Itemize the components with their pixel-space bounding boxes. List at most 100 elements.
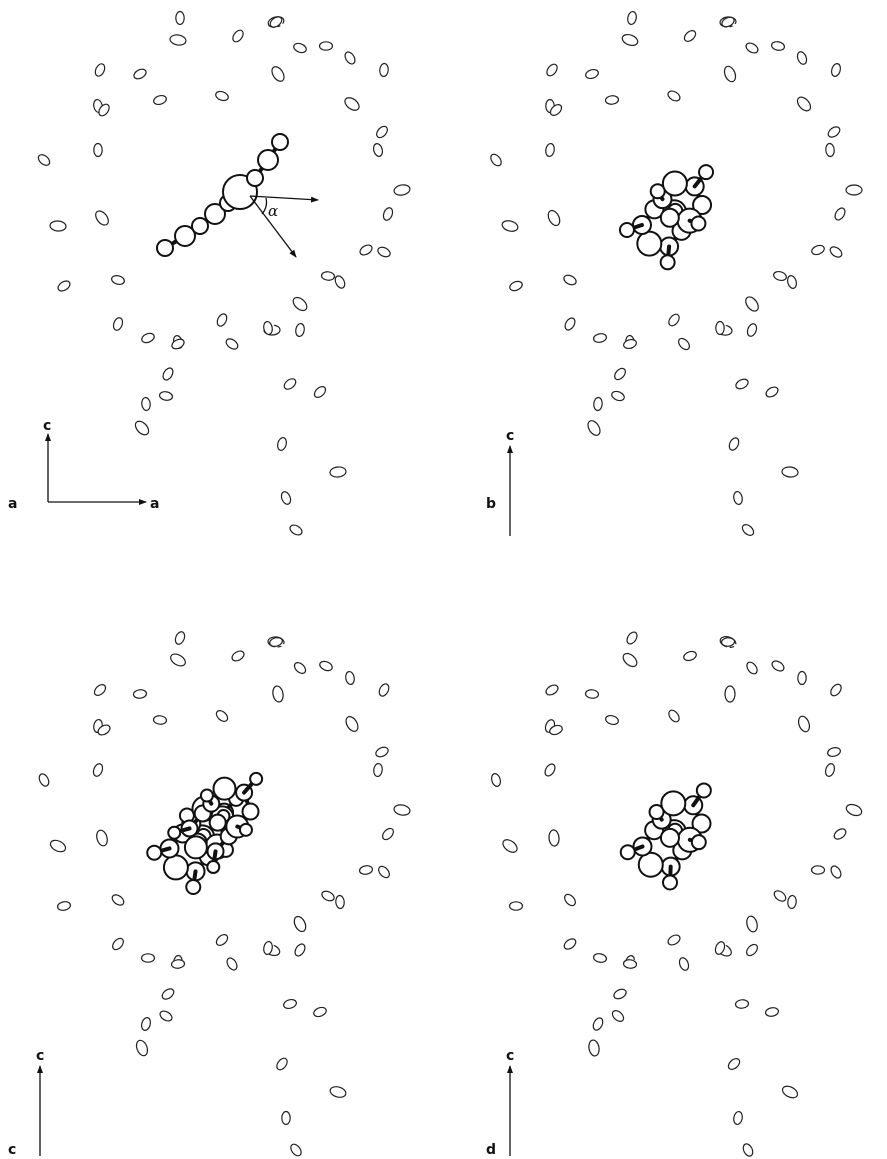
framework-atom (508, 901, 524, 911)
guest-substituent-atom (185, 879, 202, 896)
framework-atom (720, 637, 736, 647)
framework-atom (824, 763, 836, 777)
framework-atom (827, 126, 841, 138)
framework-atom (548, 829, 560, 847)
host-framework (38, 631, 411, 1157)
framework-atom (319, 660, 333, 672)
framework-atom (215, 710, 229, 722)
framework-atom (613, 988, 627, 1000)
framework-atom (587, 420, 601, 436)
framework-atom (135, 1039, 149, 1057)
framework-chain-bond-outline (97, 21, 389, 429)
framework-atom (490, 773, 502, 787)
framework-atom (175, 10, 185, 26)
framework-atom (313, 1006, 327, 1018)
framework-atom (829, 246, 843, 258)
orientation-angle-indicator: α (249, 195, 319, 258)
guest-atom (246, 169, 264, 187)
framework-atom (746, 323, 758, 337)
framework-atom (95, 210, 109, 226)
framework-atom (271, 66, 285, 82)
framework-atom (683, 30, 697, 42)
framework-atom (845, 184, 863, 196)
molecule-normal-arrow (249, 195, 297, 258)
framework-atom (678, 337, 690, 351)
framework-atom (293, 42, 307, 54)
framework-atom (733, 490, 743, 506)
framework-atom (501, 220, 519, 232)
a-axis-label: a (150, 496, 159, 512)
framework-atom (318, 41, 334, 51)
guest-substituent-atom (659, 254, 676, 271)
framework-atom (811, 244, 825, 256)
framework-atom (827, 747, 841, 757)
guest-molecule (156, 133, 289, 257)
framework-atom (745, 296, 759, 312)
guest-atom (691, 813, 712, 834)
framework-atom (93, 684, 107, 696)
framework-atom (770, 41, 786, 51)
framework-atom (727, 1058, 741, 1070)
guest-substituent-atom (662, 874, 679, 891)
axis-indicator: c (506, 1048, 514, 1156)
panel-a: α c a a (8, 10, 411, 536)
guest-substituent-atom (695, 782, 712, 799)
framework-atom (588, 1039, 600, 1057)
framework-atom (627, 10, 637, 26)
framework-atom (830, 683, 842, 697)
guest-substituent-atom (146, 844, 163, 861)
framework-atom (372, 143, 384, 157)
c-axis-label: c (506, 428, 514, 444)
panel-label-c: c (8, 1142, 16, 1158)
axis-indicator: c (36, 1048, 44, 1156)
framework-atom (313, 386, 327, 398)
framework-atom (49, 220, 67, 232)
framework-atom (169, 34, 187, 46)
framework-atom (97, 724, 111, 736)
framework-atom (683, 650, 697, 662)
framework-atom (170, 959, 186, 969)
framework-atom (112, 317, 124, 331)
framework-atom (140, 1017, 152, 1031)
guest-atom (212, 776, 237, 801)
framework-atom (158, 391, 174, 401)
framework-atom (96, 829, 108, 847)
framework-atom (276, 1057, 288, 1071)
angle-arc (261, 197, 268, 215)
framework-atom (376, 125, 388, 139)
panel-label-b: b (486, 496, 496, 512)
panel-c: c c (8, 631, 411, 1158)
framework-atom (153, 94, 167, 106)
guest-atom (208, 813, 227, 832)
framework-atom (547, 209, 561, 227)
framework-atom (773, 270, 787, 282)
framework-atom (38, 773, 50, 787)
framework-atom (830, 865, 842, 879)
framework-atom (293, 915, 307, 933)
framework-atom (295, 322, 305, 338)
guest-atom (162, 854, 189, 881)
framework-atom (724, 685, 736, 703)
framework-atom (232, 29, 244, 43)
framework-atom (56, 901, 72, 911)
framework-atom (294, 943, 306, 957)
framework-atom (134, 420, 150, 436)
c-axis-label: c (36, 1048, 44, 1064)
framework-atom (746, 943, 758, 957)
framework-chain-bond-outline (97, 641, 389, 1049)
framework-atom (161, 988, 175, 1000)
framework-chain-bond (548, 20, 842, 429)
framework-atom (781, 466, 799, 478)
framework-atom (626, 631, 638, 645)
framework-atom (344, 97, 360, 111)
framework-atom (546, 63, 558, 77)
framework-atom (216, 313, 228, 327)
framework-atom (564, 317, 576, 331)
framework-atom (289, 524, 303, 536)
framework-atom (382, 207, 394, 221)
guest-substituent-atom (199, 788, 214, 803)
panel-b: c b (486, 10, 863, 536)
framework-atom (141, 332, 155, 344)
framework-atom (162, 367, 174, 381)
